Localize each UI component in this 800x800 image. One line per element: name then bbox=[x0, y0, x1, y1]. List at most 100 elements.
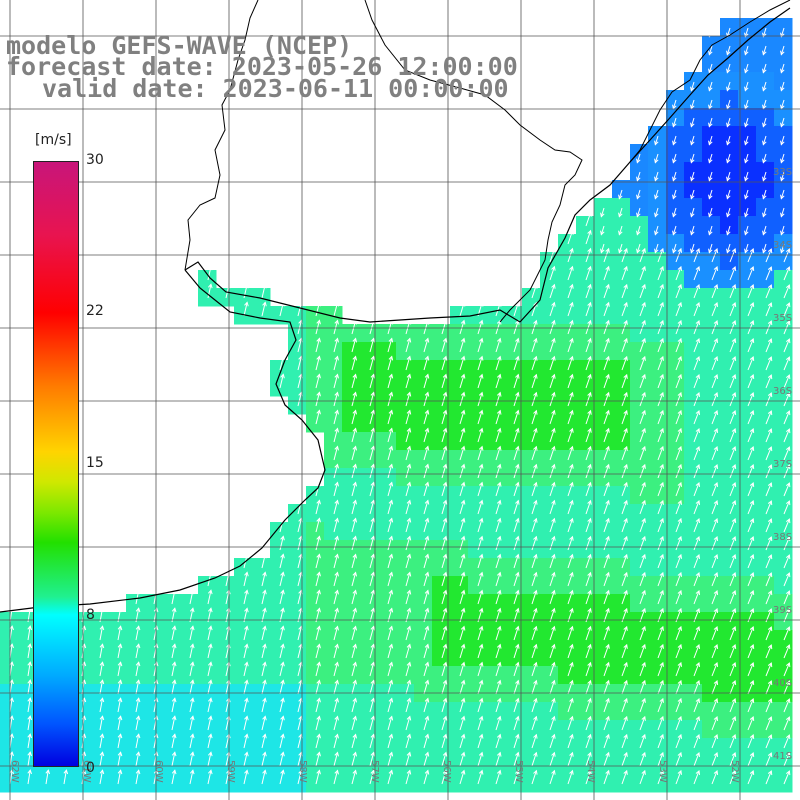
wind-arrow-head bbox=[515, 517, 520, 523]
wind-arrow-head bbox=[533, 445, 538, 451]
wind-arrow-head bbox=[262, 589, 267, 595]
wind-arrow bbox=[495, 374, 501, 389]
wind-cell bbox=[234, 612, 253, 631]
wind-arrow-head bbox=[731, 590, 737, 596]
wind-arrow bbox=[549, 770, 555, 785]
wind-arrow bbox=[567, 644, 573, 659]
wind-arrow-head bbox=[189, 679, 195, 685]
wind-arrow bbox=[657, 572, 664, 587]
wind-arrow-head bbox=[654, 230, 659, 236]
wind-arrow-head bbox=[749, 410, 755, 416]
wind-arrow-head bbox=[171, 607, 177, 613]
wind-cell bbox=[684, 324, 703, 343]
wind-arrow bbox=[675, 590, 682, 605]
wind-arrow bbox=[639, 464, 646, 479]
wind-cell bbox=[612, 216, 631, 235]
wind-arrow-head bbox=[189, 661, 195, 667]
wind-arrow-head bbox=[352, 481, 358, 487]
wind-arrow-head bbox=[731, 374, 737, 380]
wind-arrow bbox=[243, 302, 248, 317]
wind-arrow-head bbox=[713, 661, 719, 667]
wind-arrow-head bbox=[713, 607, 719, 613]
wind-arrow bbox=[405, 392, 411, 407]
wind-cell bbox=[540, 522, 559, 541]
wind-cell bbox=[558, 234, 577, 253]
wind-cell bbox=[144, 756, 163, 775]
wind-arrow-head bbox=[460, 571, 466, 577]
wind-cell bbox=[540, 432, 559, 451]
wind-arrow bbox=[639, 518, 646, 533]
wind-cell bbox=[684, 306, 703, 325]
wind-cell bbox=[756, 324, 775, 343]
wind-cell bbox=[432, 756, 451, 775]
wind-cell bbox=[738, 126, 757, 145]
wind-arrow bbox=[729, 410, 736, 425]
wind-arrow-head bbox=[171, 715, 177, 721]
wind-cell bbox=[360, 504, 379, 523]
wind-arrow-head bbox=[334, 607, 339, 613]
wind-arrow-head bbox=[316, 553, 321, 559]
wind-arrow bbox=[369, 716, 375, 731]
wind-arrow bbox=[405, 572, 411, 587]
wind-arrow bbox=[729, 662, 736, 677]
wind-arrow-head bbox=[117, 625, 123, 631]
wind-cell bbox=[396, 432, 415, 451]
wind-arrow-head bbox=[744, 68, 749, 74]
wind-arrow bbox=[513, 644, 519, 659]
wind-arrow-head bbox=[533, 571, 538, 577]
wind-cell bbox=[738, 648, 757, 667]
wind-cell bbox=[198, 738, 217, 757]
wind-arrow bbox=[117, 734, 122, 749]
wind-cell bbox=[594, 504, 613, 523]
wind-arrow bbox=[729, 338, 736, 353]
wind-arrow bbox=[261, 644, 266, 659]
wind-arrow bbox=[207, 590, 212, 605]
wind-arrow-head bbox=[515, 427, 520, 433]
wind-arrow-head bbox=[334, 463, 339, 469]
wind-arrow-head bbox=[316, 301, 321, 307]
wind-arrow-head bbox=[767, 662, 773, 668]
wind-arrow-head bbox=[117, 697, 123, 703]
wind-cell bbox=[720, 558, 739, 577]
wind-cell bbox=[666, 378, 685, 397]
wind-cell bbox=[648, 396, 667, 415]
wind-arrow-head bbox=[388, 481, 394, 487]
wind-arrow-head bbox=[767, 716, 773, 722]
wind-cell bbox=[630, 540, 649, 559]
wind-arrow bbox=[333, 536, 339, 551]
wind-arrow-head bbox=[352, 733, 358, 739]
wind-cell bbox=[774, 576, 793, 595]
wind-arrow bbox=[585, 410, 592, 425]
wind-arrow bbox=[711, 284, 718, 299]
wind-cell bbox=[324, 342, 343, 361]
wind-arrow-head bbox=[352, 391, 358, 397]
wind-arrow bbox=[783, 662, 790, 677]
wind-arrow bbox=[423, 464, 429, 479]
wind-arrow-head bbox=[442, 715, 448, 721]
wind-arrow-head bbox=[370, 463, 376, 469]
wind-cell bbox=[540, 702, 559, 721]
wind-cell bbox=[378, 540, 397, 559]
wind-arrow bbox=[603, 644, 610, 659]
wind-arrow-head bbox=[406, 661, 412, 667]
wind-arrow bbox=[639, 374, 646, 389]
wind-arrow bbox=[27, 734, 31, 749]
wind-arrow bbox=[459, 716, 465, 731]
wind-arrow-head bbox=[726, 104, 731, 110]
wind-arrow bbox=[747, 410, 754, 425]
wind-arrow bbox=[351, 644, 357, 659]
wind-arrow bbox=[657, 644, 664, 659]
wind-cell bbox=[558, 594, 577, 613]
wind-arrow bbox=[603, 734, 610, 749]
wind-arrow-head bbox=[533, 553, 538, 559]
wind-arrow-head bbox=[672, 212, 677, 218]
wind-arrow bbox=[549, 320, 555, 335]
wind-cell bbox=[468, 738, 487, 757]
wind-cell bbox=[666, 108, 685, 127]
wind-arrow bbox=[729, 770, 736, 785]
wind-arrow bbox=[636, 171, 641, 181]
wind-arrow bbox=[333, 302, 339, 317]
wind-arrow bbox=[783, 266, 790, 281]
wind-cell bbox=[324, 774, 343, 793]
